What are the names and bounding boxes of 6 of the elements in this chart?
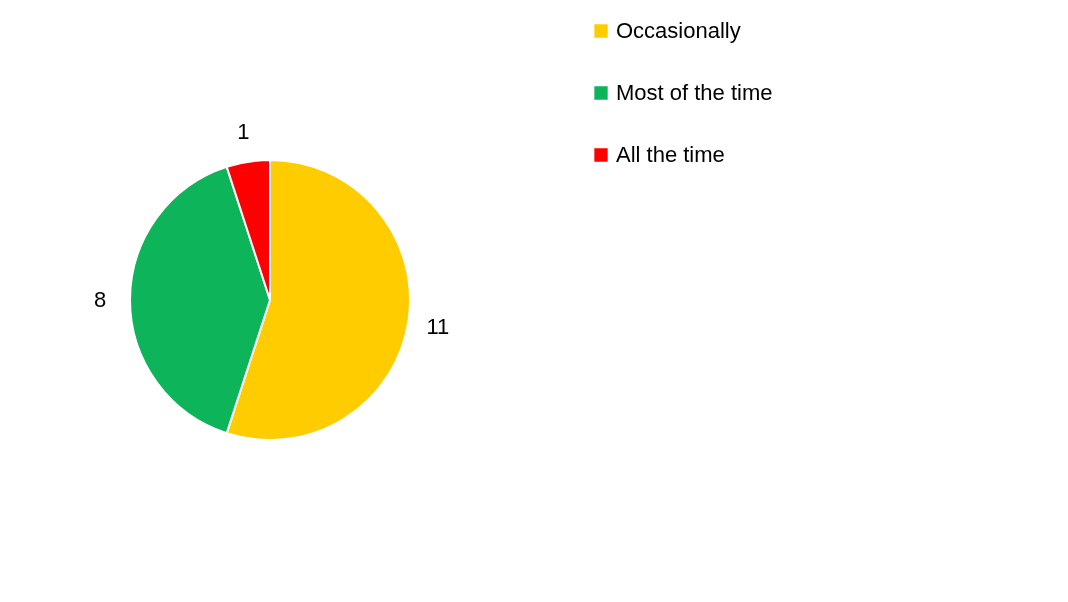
legend-label: All the time [616,142,725,167]
data-label: 8 [93,287,107,312]
legend-label: Occasionally [616,18,741,43]
data-label: 11 [426,313,450,339]
data-label: 1 [237,119,250,145]
legend-label: Most of the time [616,80,773,105]
